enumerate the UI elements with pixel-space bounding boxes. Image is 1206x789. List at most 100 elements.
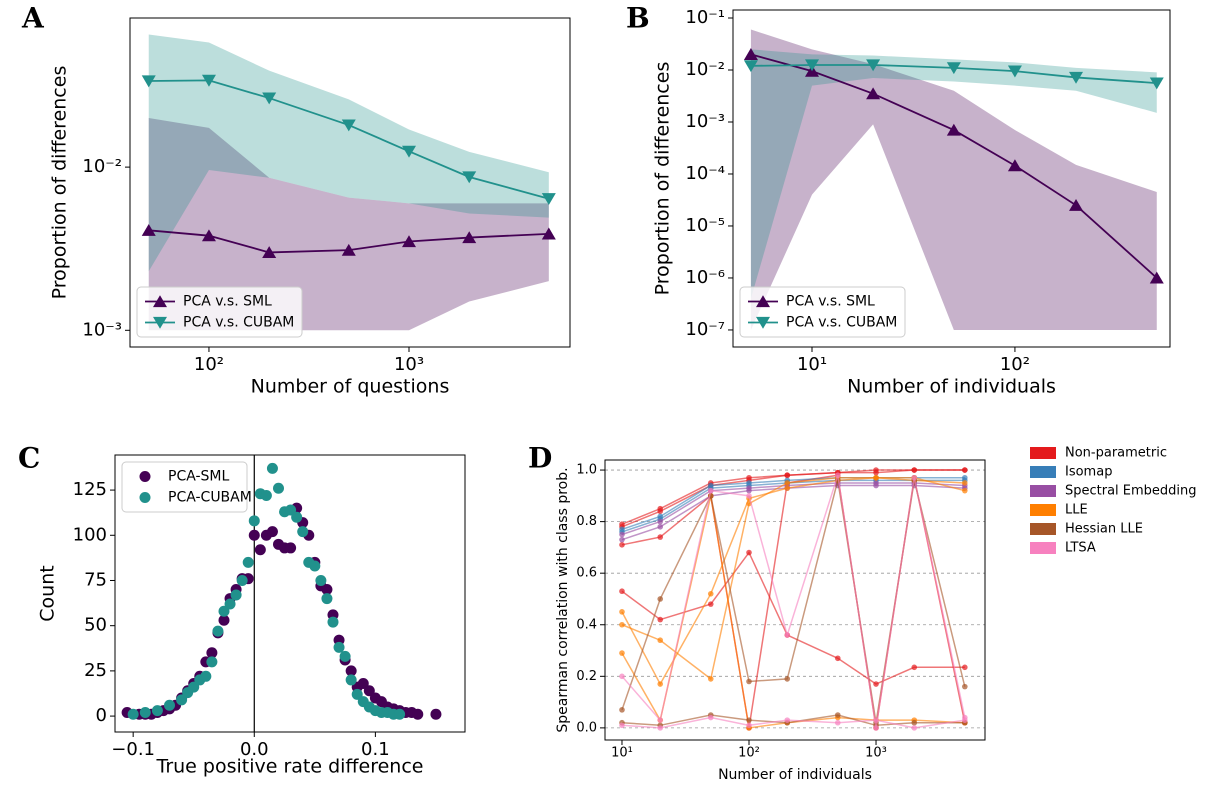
- panel-label: A: [21, 2, 45, 35]
- marker: [657, 518, 664, 525]
- marker: [141, 75, 156, 88]
- legend-box: [739, 286, 906, 338]
- x-axis-label: Number of questions: [251, 376, 450, 398]
- y-tick-label: 10⁻³: [82, 319, 122, 340]
- marker: [866, 59, 881, 72]
- marker: [746, 549, 752, 556]
- legend-swatch: [1030, 466, 1056, 478]
- panel-3: D 0.0 0.2 0.4 0.6 0.8 1.0 10¹ 10² 10³ Number of in…: [528, 442, 1197, 784]
- point: [327, 616, 339, 628]
- point: [248, 515, 260, 527]
- marker: [201, 74, 216, 87]
- legend-label: PCA v.s. SML: [786, 294, 875, 310]
- x-axis-label: Number of individuals: [718, 767, 872, 783]
- marker: [657, 681, 664, 687]
- x-axis-label: True positive rate difference: [156, 756, 424, 778]
- legend-label: PCA v.s. CUBAM: [786, 315, 897, 331]
- point: [200, 670, 212, 682]
- marker: [784, 717, 791, 723]
- point: [412, 708, 424, 720]
- marker: [541, 227, 556, 240]
- marker: [619, 542, 625, 548]
- legend-label: Spectral Embedding: [1065, 484, 1197, 499]
- marker: [707, 714, 714, 721]
- marker: [262, 246, 277, 259]
- marker: [657, 596, 664, 602]
- y-tick-label: 10⁻⁵: [685, 215, 725, 236]
- y-tick-label: 10⁻⁴: [685, 163, 725, 184]
- point: [127, 708, 139, 720]
- y-tick-label: 0.2: [576, 669, 597, 684]
- point: [254, 544, 266, 556]
- marker: [873, 717, 879, 723]
- point: [212, 625, 224, 637]
- legend-box: [121, 461, 248, 513]
- y-tick-label: 0.4: [576, 617, 597, 632]
- x-tick-label: 10¹: [611, 746, 633, 761]
- axes-frame: [604, 459, 986, 741]
- point: [266, 462, 278, 474]
- point: [297, 526, 309, 538]
- y-axis-label: Proportion of differences: [49, 66, 71, 300]
- marker: [911, 725, 918, 731]
- y-tick-label: 0: [96, 705, 107, 726]
- marker: [962, 683, 968, 690]
- point: [224, 598, 236, 610]
- marker: [873, 681, 879, 687]
- point: [363, 685, 375, 697]
- marker: [1069, 198, 1084, 211]
- marker: [619, 536, 625, 543]
- marker: [1149, 271, 1164, 284]
- point: [206, 656, 218, 668]
- point: [218, 614, 230, 626]
- legend-box: [136, 286, 303, 338]
- legend-label: PCA-SML: [168, 469, 230, 485]
- point: [266, 526, 278, 538]
- marker: [619, 722, 625, 729]
- marker: [873, 725, 879, 731]
- marker: [784, 485, 791, 491]
- marker: [402, 235, 417, 248]
- marker: [873, 469, 879, 476]
- marker: [1149, 77, 1164, 90]
- marker: [962, 480, 968, 486]
- marker: [1069, 71, 1084, 84]
- legend-marker: [139, 492, 151, 503]
- point: [218, 605, 230, 617]
- y-tick-label: 10⁻⁷: [685, 319, 725, 340]
- x-tick-label: 10¹: [797, 354, 827, 375]
- point: [321, 593, 333, 605]
- marker: [657, 725, 664, 731]
- panel-1: B 10⁻⁷ 10⁻⁶ 10⁻⁵ 10⁻⁴ 10⁻³ 10⁻² 10⁻¹ 10¹ 10²Numbe…: [626, 2, 1171, 398]
- marker: [784, 632, 791, 638]
- y-tick-label: 0.8: [576, 514, 597, 529]
- legend-marker: [756, 295, 770, 308]
- x-tick-label: 0.1: [361, 739, 390, 760]
- band: [148, 117, 549, 331]
- marker: [619, 650, 625, 656]
- panel-label: C: [18, 442, 40, 475]
- marker: [141, 224, 156, 236]
- marker: [784, 676, 791, 682]
- legend-label: Hessian LLE: [1065, 522, 1143, 537]
- point: [394, 708, 406, 720]
- point: [315, 574, 327, 586]
- marker: [834, 719, 841, 726]
- y-tick-label: 10⁻¹: [685, 7, 725, 28]
- legend-marker: [756, 316, 770, 329]
- x-tick-label: 10²: [1000, 354, 1030, 375]
- marker: [746, 722, 752, 729]
- line: [621, 495, 965, 729]
- x-axis-label: Number of individuals: [847, 376, 1056, 398]
- marker: [619, 531, 625, 538]
- y-tick-label: 0.6: [576, 566, 597, 581]
- point: [176, 694, 188, 706]
- marker: [341, 119, 356, 132]
- point: [260, 490, 272, 502]
- marker: [1007, 159, 1022, 172]
- point: [357, 678, 369, 690]
- marker: [946, 123, 961, 136]
- marker: [873, 474, 879, 481]
- marker: [262, 92, 277, 105]
